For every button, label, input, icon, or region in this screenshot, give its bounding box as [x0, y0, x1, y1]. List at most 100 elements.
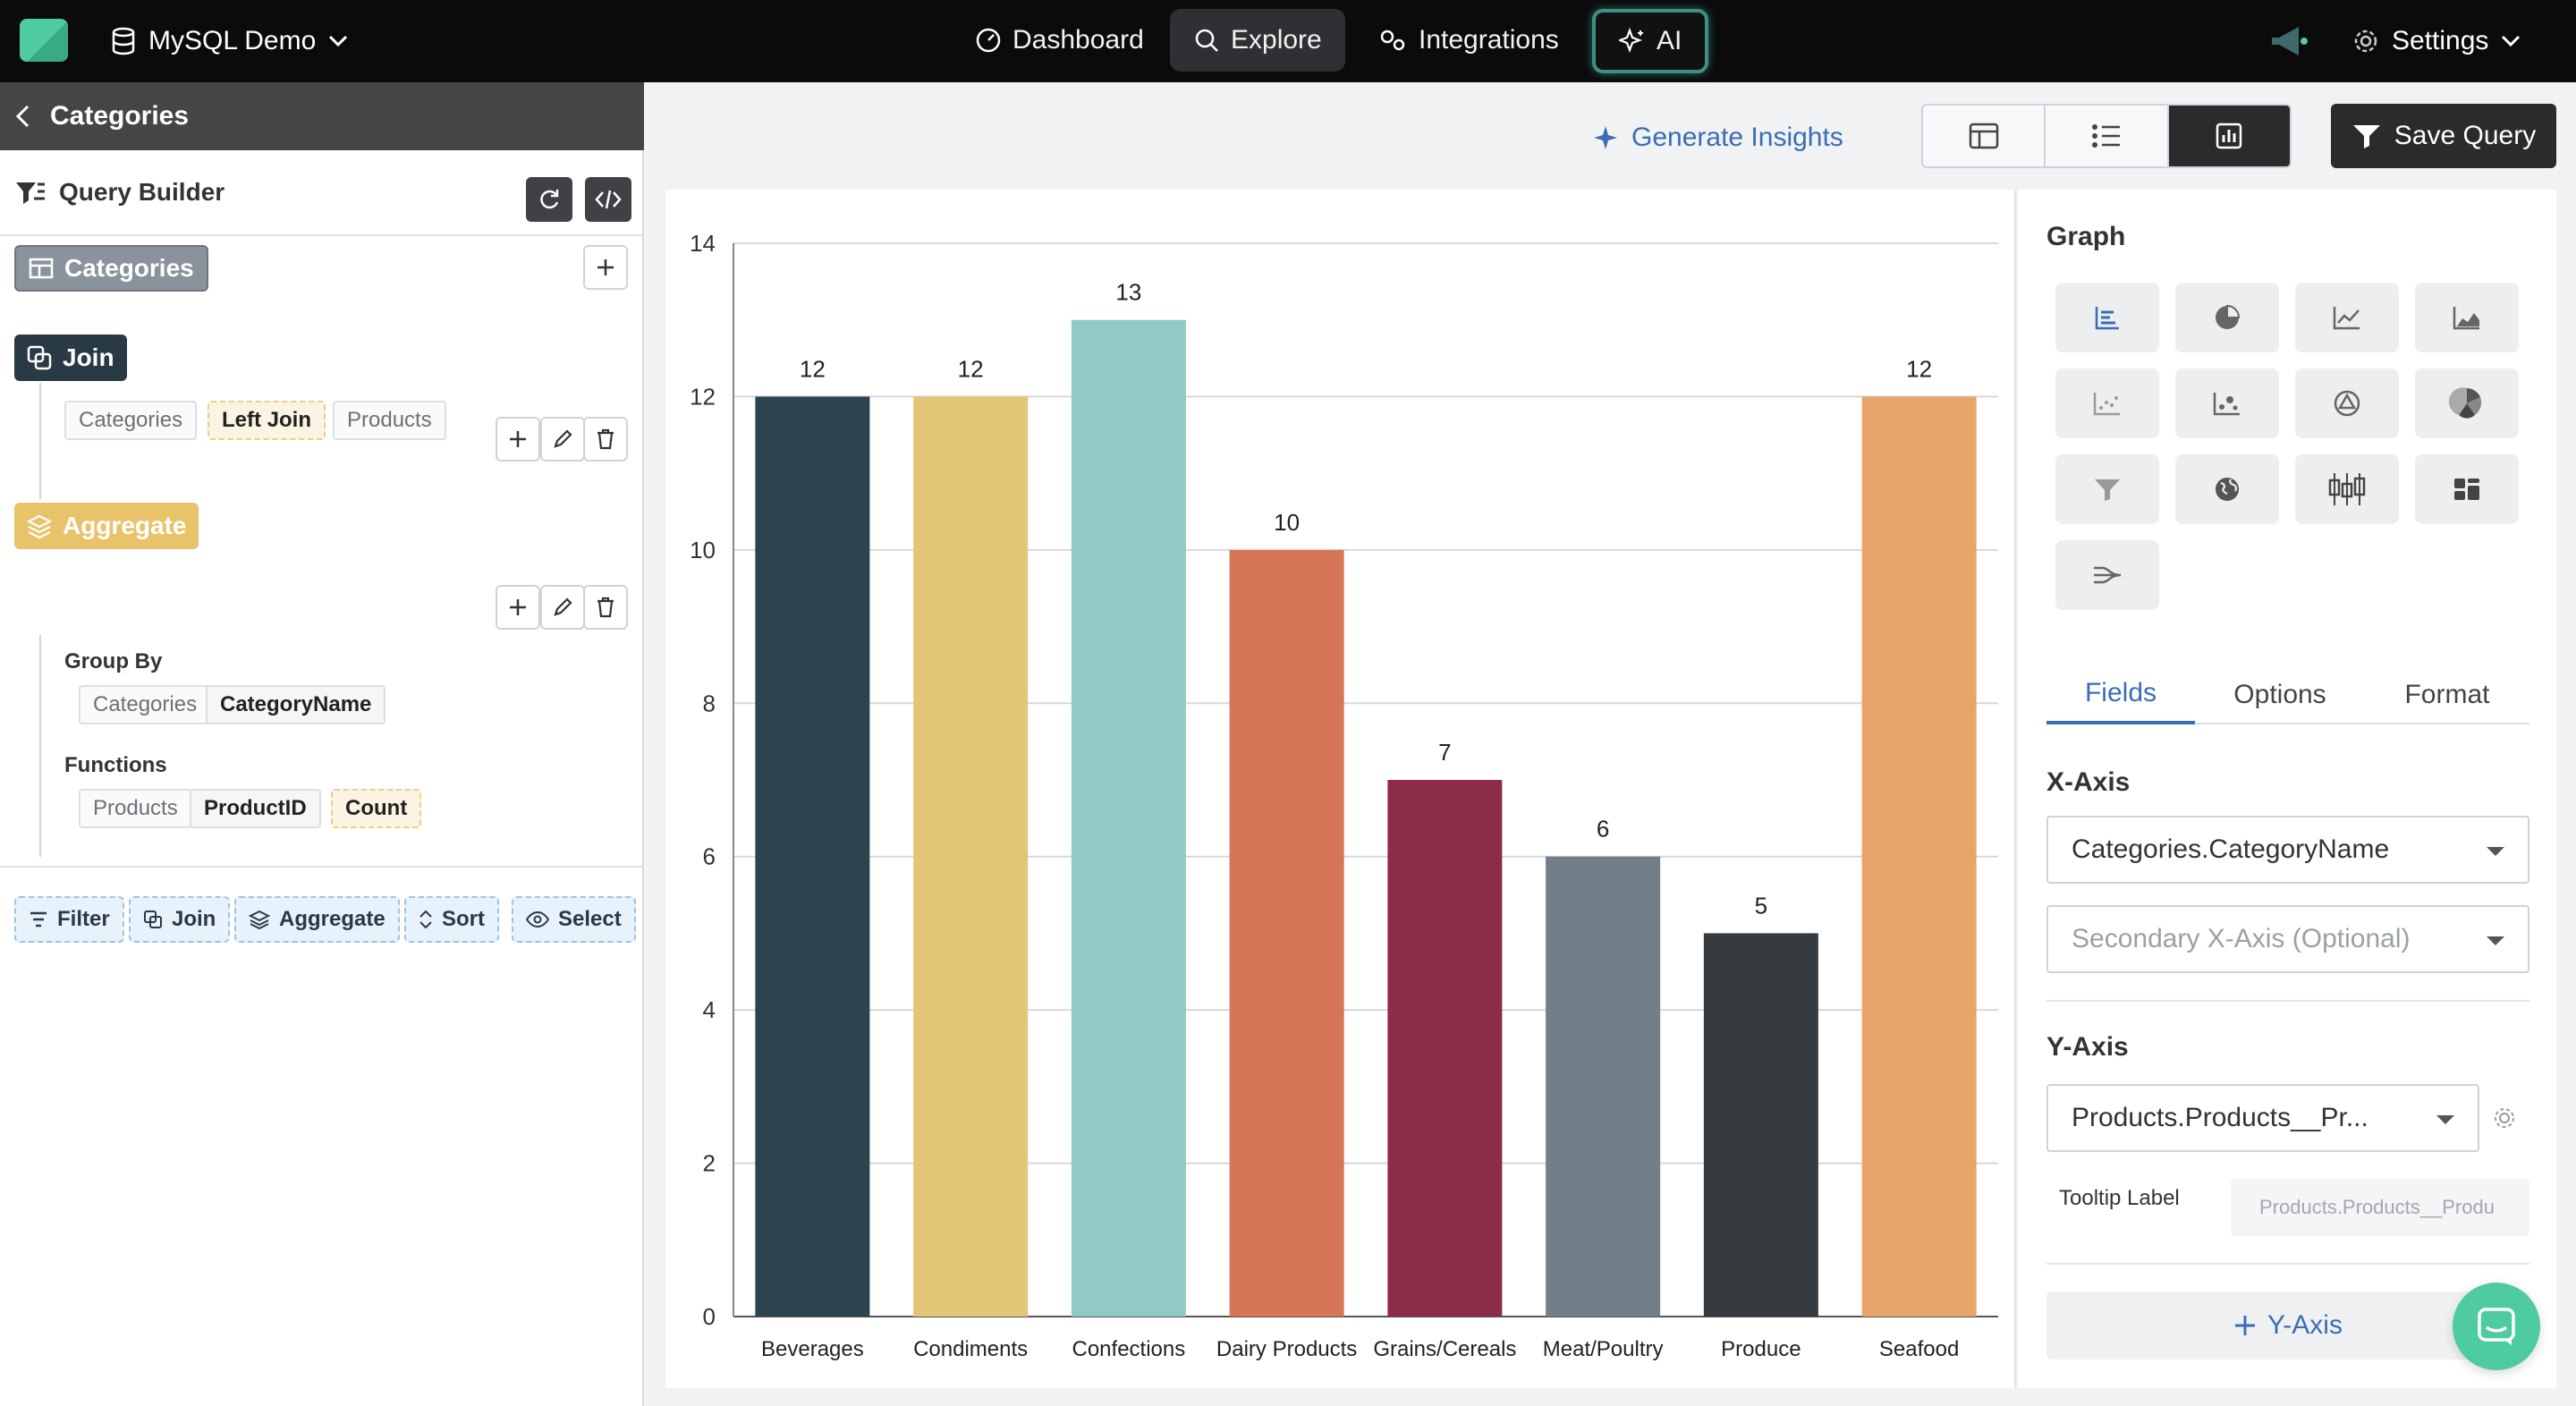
database-name: MySQL Demo [148, 26, 317, 55]
add-aggregate-button[interactable]: Aggregate [234, 896, 400, 943]
y-tick-label: 4 [703, 996, 716, 1023]
x-axis-select[interactable]: Categories.CategoryName [2046, 816, 2529, 884]
aggregate-add-button[interactable] [496, 585, 540, 630]
bar-data-label: 10 [1274, 509, 1300, 536]
aggregate-step-tag[interactable]: Aggregate [14, 503, 199, 549]
sankey-chart-type[interactable] [2055, 540, 2159, 610]
map-chart-type[interactable] [2175, 454, 2279, 524]
function-field[interactable]: ProductID [190, 789, 321, 828]
tooltip-label-input[interactable]: Products.Products__Produ [2231, 1179, 2529, 1236]
nav-ai[interactable]: AI [1592, 9, 1709, 73]
y-tick-label: 12 [690, 383, 716, 410]
nav-integrations[interactable]: Integrations [1354, 9, 1582, 72]
scatter-chart-type[interactable] [2055, 368, 2159, 438]
add-sort-button[interactable]: Sort [404, 896, 499, 943]
globe-icon [2216, 478, 2239, 501]
line-chart-icon [2333, 307, 2360, 330]
pie-chart-type[interactable] [2175, 283, 2279, 352]
secondary-x-axis-select[interactable]: Secondary X-Axis (Optional) [2046, 905, 2529, 973]
code-view-button[interactable] [585, 177, 631, 222]
x-axis-value: Categories.CategoryName [2072, 834, 2390, 864]
radar-chart-type[interactable] [2295, 368, 2399, 438]
source-table-tag[interactable]: Categories [14, 245, 208, 292]
group-by-field[interactable]: CategoryName [206, 685, 386, 724]
plus-icon [597, 259, 614, 275]
bar [1546, 856, 1661, 1317]
plus-icon [2235, 1316, 2256, 1335]
megaphone-icon[interactable] [2268, 23, 2311, 59]
bar-chart-type[interactable] [2055, 283, 2159, 352]
app-logo[interactable] [20, 19, 68, 62]
join-step-tag[interactable]: Join [14, 335, 127, 381]
bar [1387, 780, 1503, 1317]
aggregate-delete-button[interactable] [583, 585, 628, 630]
secondary-x-axis-placeholder: Secondary X-Axis (Optional) [2072, 924, 2411, 953]
join-icon [144, 911, 162, 928]
bar-chart-icon [2216, 123, 2242, 149]
tree-connector [39, 635, 41, 857]
bar [1703, 933, 1818, 1317]
bubble-chart-type[interactable] [2175, 368, 2279, 438]
table-view-button[interactable] [1923, 106, 2046, 166]
funnel-chart-type[interactable] [2055, 454, 2159, 524]
chart-view-button[interactable] [2168, 106, 2290, 166]
area-chart-type[interactable] [2415, 283, 2519, 352]
bar-data-label: 12 [800, 355, 826, 382]
add-join-button[interactable]: Join [129, 896, 231, 943]
generate-insights-button[interactable]: Generate Insights [1592, 118, 1843, 157]
chevron-down-icon [329, 35, 348, 47]
tab-options[interactable]: Options [2233, 680, 2326, 709]
aggregate-edit-button[interactable] [540, 585, 585, 630]
chat-support-button[interactable] [2453, 1283, 2540, 1370]
add-filter-button[interactable]: Filter [14, 896, 124, 943]
group-by-table: Categories [79, 685, 212, 724]
function-name[interactable]: Count [331, 789, 422, 828]
bar [1861, 396, 1977, 1317]
nav-dashboard[interactable]: Dashboard [952, 9, 1167, 72]
bar-data-label: 5 [1755, 892, 1767, 919]
divider [0, 866, 644, 868]
join-delete-button[interactable] [583, 417, 628, 462]
y-tick-label: 2 [703, 1150, 716, 1177]
polar-chart-type[interactable] [2415, 368, 2519, 438]
gears-icon [1380, 30, 1405, 51]
join-icon [27, 345, 52, 370]
add-step-button[interactable] [583, 245, 628, 290]
back-header[interactable]: Categories [0, 82, 644, 150]
settings-menu[interactable]: Settings [2352, 20, 2521, 63]
x-tick-label: Produce [1721, 1337, 1801, 1361]
add-y-axis-label: Y-Axis [2267, 1310, 2343, 1340]
pencil-icon [554, 429, 572, 448]
caret-down-icon [2487, 847, 2504, 856]
funnel-icon [2095, 479, 2120, 501]
add-select-button[interactable]: Select [512, 896, 636, 943]
list-view-button[interactable] [2046, 106, 2169, 166]
bar [1071, 319, 1186, 1317]
line-chart-type[interactable] [2295, 283, 2399, 352]
boxplot-chart-type[interactable] [2295, 454, 2399, 524]
y-tick-label: 8 [703, 690, 716, 716]
save-query-button[interactable]: Save Query [2331, 104, 2556, 168]
nav-integrations-label: Integrations [1419, 25, 1559, 55]
tab-format[interactable]: Format [2404, 680, 2490, 709]
refresh-button[interactable] [526, 177, 572, 222]
database-icon [112, 27, 135, 55]
query-builder-panel: Categories Query Builder Categories Join… [0, 82, 644, 1406]
bar [1229, 549, 1344, 1317]
tab-fields[interactable]: Fields [2046, 665, 2195, 724]
y-tick-label: 0 [703, 1303, 716, 1330]
database-selector[interactable]: MySQL Demo [111, 20, 348, 63]
nav-explore[interactable]: Explore [1170, 9, 1345, 72]
y-axis-select[interactable]: Products.Products__Pr... [2046, 1084, 2479, 1152]
bubble-icon [2213, 393, 2240, 416]
polar-area-icon [2449, 387, 2482, 419]
dashboard-tiles-type[interactable] [2415, 454, 2519, 524]
table-layout-icon [1969, 123, 1998, 149]
add-y-axis-button[interactable]: Y-Axis [2046, 1292, 2529, 1359]
join-edit-button[interactable] [540, 417, 585, 462]
add-sort-label: Sort [442, 907, 485, 931]
gear-icon[interactable] [2492, 1105, 2517, 1131]
join-add-button[interactable] [496, 417, 540, 462]
caret-down-icon [2436, 1115, 2454, 1124]
join-type[interactable]: Left Join [208, 401, 326, 440]
